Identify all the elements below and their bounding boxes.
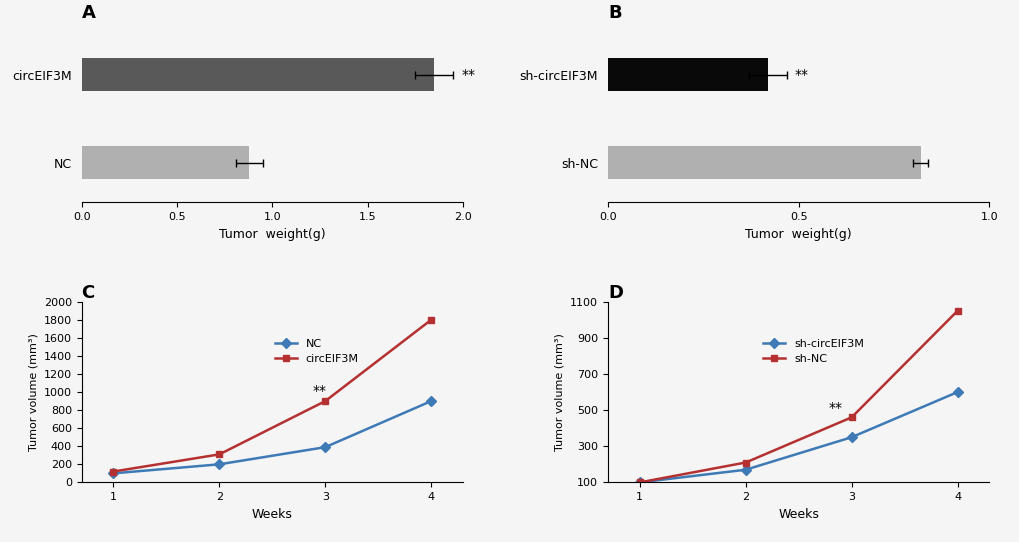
Bar <box>82 58 434 91</box>
NC <box>425 398 437 404</box>
NC <box>319 444 331 450</box>
Text: **: ** <box>828 401 842 415</box>
X-axis label: Weeks: Weeks <box>252 508 292 521</box>
Text: D: D <box>607 283 623 301</box>
X-axis label: Tumor  weight(g): Tumor weight(g) <box>219 228 325 241</box>
NC <box>107 470 119 476</box>
sh-NC <box>951 307 963 314</box>
Text: B: B <box>607 3 621 22</box>
sh-NC <box>739 459 751 466</box>
sh-circEIF3M <box>845 434 857 441</box>
sh-circEIF3M <box>633 479 645 486</box>
Text: **: ** <box>794 68 808 81</box>
Line: NC: NC <box>110 398 434 477</box>
Bar <box>607 146 920 179</box>
NC <box>213 461 225 468</box>
circEIF3M <box>319 398 331 404</box>
sh-circEIF3M <box>739 467 751 473</box>
Text: A: A <box>82 3 96 22</box>
sh-circEIF3M <box>951 389 963 395</box>
Text: C: C <box>82 283 95 301</box>
Line: sh-circEIF3M: sh-circEIF3M <box>636 389 960 486</box>
X-axis label: Weeks: Weeks <box>777 508 818 521</box>
circEIF3M <box>425 317 437 323</box>
circEIF3M <box>213 451 225 457</box>
Line: circEIF3M: circEIF3M <box>110 317 434 475</box>
sh-NC <box>845 414 857 421</box>
Legend: NC, circEIF3M: NC, circEIF3M <box>270 334 363 369</box>
Bar <box>82 146 250 179</box>
X-axis label: Tumor  weight(g): Tumor weight(g) <box>745 228 851 241</box>
Bar <box>607 58 767 91</box>
circEIF3M <box>107 468 119 475</box>
sh-NC <box>633 479 645 486</box>
Text: **: ** <box>461 68 475 81</box>
Legend: sh-circEIF3M, sh-NC: sh-circEIF3M, sh-NC <box>758 334 867 369</box>
Text: **: ** <box>313 384 327 398</box>
Y-axis label: Tumor volume (mm³): Tumor volume (mm³) <box>29 333 38 451</box>
Line: sh-NC: sh-NC <box>636 307 960 486</box>
Y-axis label: Tumor volume (mm³): Tumor volume (mm³) <box>554 333 565 451</box>
